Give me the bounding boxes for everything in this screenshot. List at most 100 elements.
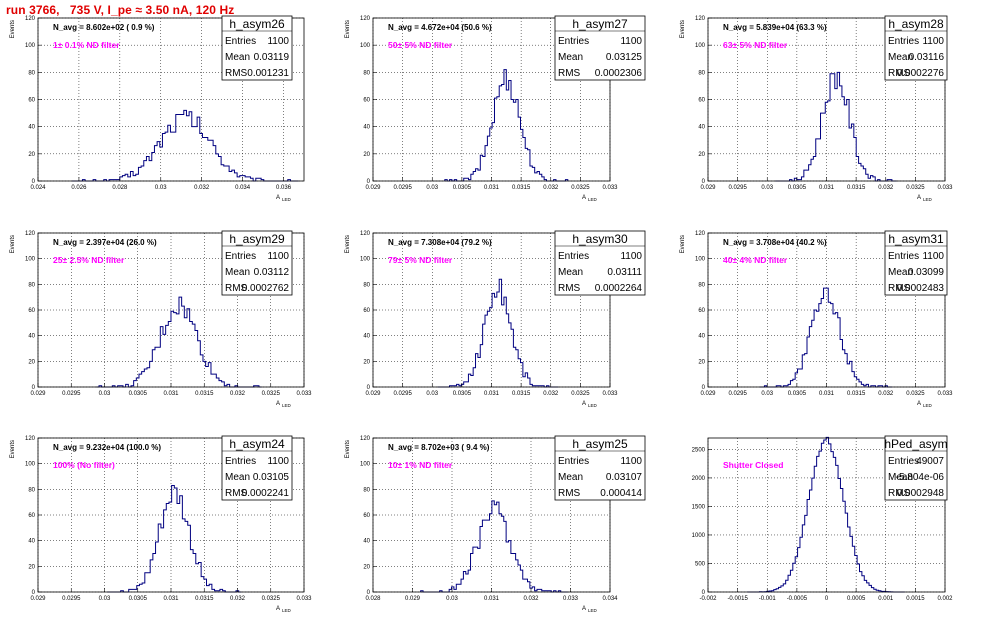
stat-key-rms: RMS bbox=[888, 283, 911, 294]
y-tick-label: 0 bbox=[702, 385, 706, 391]
x-tick-label: 0.033 bbox=[937, 391, 953, 397]
y-tick-label: 120 bbox=[360, 436, 371, 442]
y-tick-label: 120 bbox=[695, 16, 706, 22]
x-tick-label: 0.031 bbox=[484, 596, 500, 602]
x-tick-label: 0.0325 bbox=[906, 391, 925, 397]
stat-key-entries: Entries bbox=[225, 251, 256, 262]
x-tick-label: 0.0295 bbox=[393, 185, 412, 191]
x-tick-label: 0.033 bbox=[296, 391, 312, 397]
x-tick-label: 0.033 bbox=[937, 185, 953, 191]
x-tick-label: 0.031 bbox=[819, 185, 835, 191]
stat-box bbox=[221, 435, 293, 501]
x-tick-label: 0.029 bbox=[30, 391, 46, 397]
stat-key-rms: RMS bbox=[558, 283, 581, 294]
y-tick-label: 0 bbox=[702, 590, 706, 596]
y-tick-label: 80 bbox=[28, 487, 35, 493]
stat-value-mean: 0.03112 bbox=[254, 267, 290, 278]
stat-box bbox=[884, 435, 948, 501]
y-tick-label: 20 bbox=[363, 564, 370, 570]
x-tick-label: 0.026 bbox=[71, 185, 87, 191]
y-tick-label: 120 bbox=[360, 231, 371, 237]
stat-key-entries: Entries bbox=[888, 251, 919, 262]
y-tick-label: 60 bbox=[698, 98, 705, 104]
x-tick-label: 0.0005 bbox=[847, 596, 866, 602]
y-tick-label: 0 bbox=[367, 179, 371, 185]
x-tick-label: 0.0315 bbox=[195, 391, 214, 397]
stat-value-rms: 0.0002276 bbox=[897, 68, 945, 79]
x-tick-label: -0.0015 bbox=[727, 596, 748, 602]
y-tick-label: 0 bbox=[702, 179, 706, 185]
stat-key-entries: Entries bbox=[225, 456, 256, 467]
x-tick-label: 0.032 bbox=[523, 596, 539, 602]
y-tick-label: 0 bbox=[367, 590, 371, 596]
hist-panel-h_asym26: 0.024 0.026 0.028 0.03 0.032 0.034 0.036 0 20 40 6… bbox=[10, 15, 305, 202]
run-title: run 3766, 735 V, I_pe ≈ 3.50 nA, 120 Hz bbox=[6, 3, 235, 17]
stat-box-title: h_asym31 bbox=[888, 232, 944, 246]
filter-label: Shutter Closed bbox=[723, 460, 783, 470]
stat-box-title: h_asym25 bbox=[572, 437, 628, 451]
stat-key-rms: RMS bbox=[888, 488, 911, 499]
y-tick-label: 80 bbox=[698, 70, 705, 76]
x-tick-label: 0.001 bbox=[878, 596, 894, 602]
stat-box-title: h_asym28 bbox=[888, 17, 944, 31]
x-tick-label: 0.03 bbox=[99, 596, 111, 602]
x-axis-label: A bbox=[276, 606, 280, 612]
y-tick-label: 120 bbox=[695, 231, 706, 237]
stat-box-title: h_asym30 bbox=[572, 232, 628, 246]
hist-panel-h_asym28: 0.029 0.0295 0.03 0.0305 0.031 0.0315 0.032 0.0… bbox=[680, 15, 953, 202]
x-axis-label-sub: LED bbox=[282, 403, 292, 408]
stat-box bbox=[554, 435, 646, 501]
y-tick-label: 60 bbox=[363, 513, 370, 519]
x-tick-label: 0.0315 bbox=[847, 185, 866, 191]
y-tick-label: 0 bbox=[32, 590, 36, 596]
x-tick-label: 0.03 bbox=[761, 185, 773, 191]
x-tick-label: 0.0315 bbox=[195, 596, 214, 602]
x-tick-label: 0.0315 bbox=[512, 185, 531, 191]
x-axis-label: A bbox=[582, 606, 586, 612]
stat-value-mean: 0.03111 bbox=[607, 267, 642, 278]
stat-key-entries: Entries bbox=[888, 456, 919, 467]
x-tick-label: -0.002 bbox=[699, 596, 717, 602]
x-tick-label: 0.03 bbox=[155, 185, 167, 191]
x-tick-label: 0.028 bbox=[112, 185, 128, 191]
y-tick-label: 500 bbox=[695, 561, 706, 567]
y-tick-label: 100 bbox=[25, 462, 36, 468]
stat-value-entries: 49007 bbox=[916, 456, 944, 467]
stat-key-mean: Mean bbox=[888, 52, 913, 63]
x-tick-label: 0.029 bbox=[365, 185, 381, 191]
stat-value-rms: 0.0002306 bbox=[595, 68, 643, 79]
y-tick-label: 20 bbox=[363, 359, 370, 365]
stat-value-rms: 0.0002483 bbox=[897, 283, 945, 294]
x-axis-label-sub: LED bbox=[282, 608, 292, 613]
y-axis-label: Events bbox=[345, 20, 351, 38]
y-tick-label: 60 bbox=[363, 98, 370, 104]
histogram-series bbox=[775, 71, 897, 182]
stat-key-mean: Mean bbox=[558, 52, 583, 63]
x-tick-label: 0.03 bbox=[426, 391, 438, 397]
x-tick-label: 0.032 bbox=[230, 391, 246, 397]
stat-key-mean: Mean bbox=[225, 52, 250, 63]
filter-label: 10± 1% ND filter bbox=[388, 460, 453, 470]
y-tick-label: 100 bbox=[360, 43, 371, 49]
x-tick-label: 0.0295 bbox=[728, 391, 747, 397]
y-tick-label: 40 bbox=[698, 334, 705, 340]
y-tick-label: 40 bbox=[28, 539, 35, 545]
x-axis-label-sub: LED bbox=[588, 403, 598, 408]
x-tick-label: 0.032 bbox=[878, 391, 894, 397]
x-tick-label: 0.028 bbox=[365, 596, 381, 602]
stat-box bbox=[884, 15, 948, 81]
stat-key-mean: Mean bbox=[225, 472, 250, 483]
x-tick-label: 0.0305 bbox=[788, 391, 807, 397]
filter-label: 79± 5% ND filter bbox=[388, 255, 453, 265]
stat-key-entries: Entries bbox=[888, 36, 919, 47]
x-tick-label: 0.03 bbox=[761, 391, 773, 397]
y-tick-label: 20 bbox=[28, 564, 35, 570]
y-tick-label: 40 bbox=[28, 334, 35, 340]
stat-value-rms: 0.0002264 bbox=[595, 283, 643, 294]
stat-value-mean: -5.804e-06 bbox=[896, 472, 945, 483]
y-tick-label: 80 bbox=[363, 70, 370, 76]
y-tick-label: 80 bbox=[28, 70, 35, 76]
stat-key-rms: RMS bbox=[225, 68, 248, 79]
x-tick-label: 0.029 bbox=[365, 391, 381, 397]
filter-label: 50± 5% ND filter bbox=[388, 40, 453, 50]
